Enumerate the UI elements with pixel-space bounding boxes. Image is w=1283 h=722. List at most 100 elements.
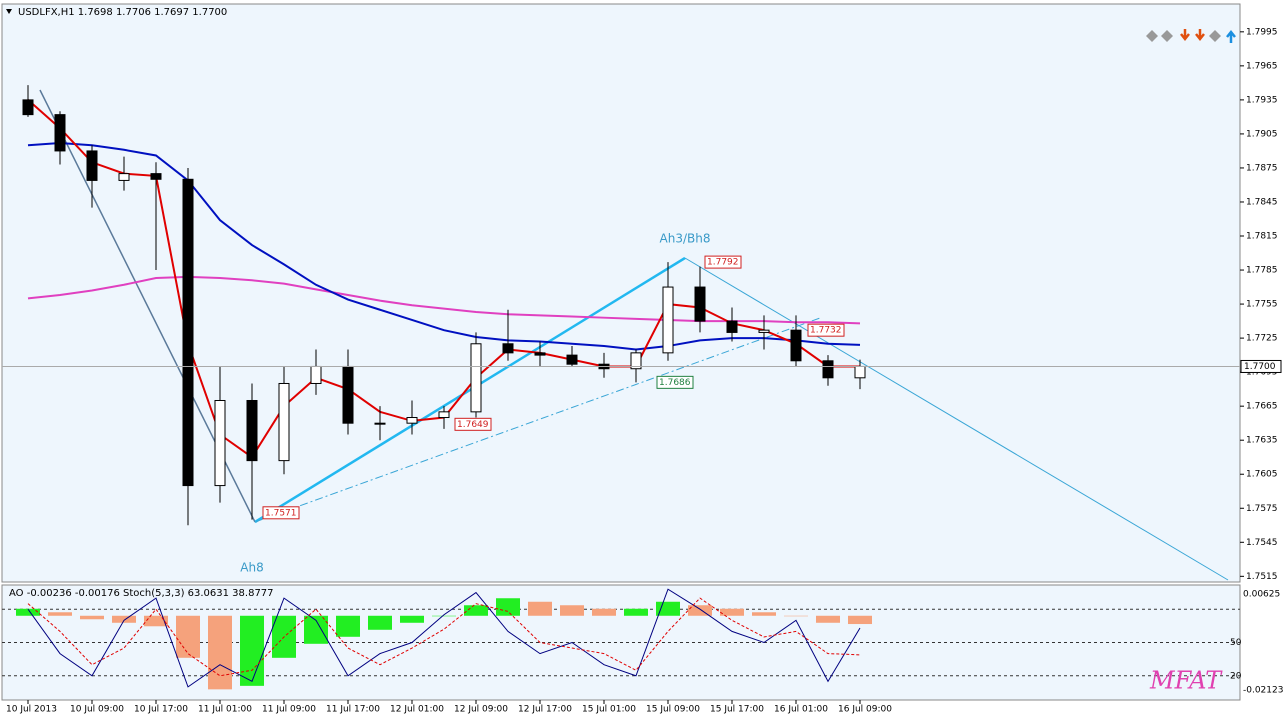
- y-tick-label: 1.7845: [1246, 197, 1278, 207]
- level-label: 1.7649: [457, 420, 489, 430]
- x-tick-label: 10 Jul 17:00: [134, 705, 188, 715]
- ao-bar: [592, 608, 616, 616]
- y-tick-label: 1.7965: [1246, 61, 1278, 71]
- moving-average: [27, 275, 861, 325]
- level-box: [704, 255, 742, 269]
- x-tick-label: 11 Jul 09:00: [262, 705, 316, 715]
- toolbar-icons: [1146, 29, 1236, 43]
- candle-body: [438, 411, 450, 419]
- x-tick-label: 11 Jul 17:00: [326, 705, 380, 715]
- candle-body: [662, 286, 674, 354]
- candle-body: [214, 399, 226, 487]
- y2-tick-label: 50: [1230, 638, 1242, 648]
- y-tick-label: 1.7665: [1246, 402, 1278, 412]
- plot: 1.7515 1.7545 1.7575 1.7605 1.7635 1.7665 1.76…: [2, 27, 1283, 715]
- moving-average: [27, 141, 861, 351]
- candle-body: [502, 343, 514, 354]
- x-tick-label: 12 Jul 09:00: [454, 705, 508, 715]
- icon: [1180, 29, 1190, 42]
- last-price-box: [1240, 359, 1282, 373]
- x-tick-label: 16 Jul 01:00: [774, 705, 828, 715]
- candle-body: [534, 352, 546, 356]
- level-box: [807, 323, 845, 337]
- y-tick-label: 1.7935: [1246, 95, 1278, 105]
- ao-bar: [848, 615, 872, 625]
- candle-body: [182, 178, 194, 487]
- level-label: 1.7571: [265, 508, 297, 518]
- candle-body: [150, 173, 162, 180]
- y-tick-label: 1.7515: [1246, 572, 1278, 582]
- y-tick-label: 1.7725: [1246, 334, 1278, 344]
- candle-body: [726, 320, 738, 333]
- y-tick-label: 1.7815: [1246, 232, 1278, 242]
- ao-bar: [560, 605, 584, 616]
- ao-bar: [112, 615, 136, 623]
- x-tick-label: 15 Jul 09:00: [646, 705, 700, 715]
- level-label: 1.7686: [659, 378, 691, 388]
- last-price-label: 1.7700: [1244, 362, 1276, 372]
- y2-tick-label: 20: [1230, 671, 1242, 681]
- y-tick-label: -0.02123: [1243, 686, 1283, 696]
- y-tick-label: 1.7605: [1246, 470, 1278, 480]
- chart-title: USDLFX,H1 1.7698 1.7706 1.7697 1.7700: [18, 7, 227, 18]
- ao-bar: [48, 612, 72, 616]
- pattern-label: Ah3/Bh8: [660, 232, 711, 246]
- projection-line: [684, 257, 1229, 581]
- candle-body: [854, 365, 866, 379]
- candle-body: [470, 343, 482, 413]
- candle-body: [566, 354, 578, 365]
- watermark: MFAT: [1149, 667, 1223, 695]
- candle-body: [310, 365, 322, 384]
- stoch-line: [27, 588, 861, 688]
- level-box: [454, 417, 492, 431]
- candle-body: [630, 352, 642, 370]
- x-tick-label: 11 Jul 01:00: [198, 705, 252, 715]
- ao-bar: [240, 615, 264, 686]
- ao-bar: [496, 598, 520, 616]
- ao-bar: [624, 608, 648, 616]
- ao-bar: [176, 615, 200, 658]
- icon: [1195, 29, 1205, 42]
- candle-body: [374, 422, 386, 425]
- y-tick-label: 1.7995: [1246, 27, 1278, 37]
- level-label: 1.7792: [707, 258, 739, 268]
- x-tick-label: 12 Jul 01:00: [390, 705, 444, 715]
- x-tick-label: 16 Jul 09:00: [838, 705, 892, 715]
- ao-bar: [816, 615, 840, 623]
- ao-bar: [80, 615, 104, 620]
- ao-bar: [400, 615, 424, 623]
- candle-body: [790, 329, 802, 362]
- candle-body: [694, 286, 706, 322]
- x-tick-label: 10 Jul 09:00: [70, 705, 124, 715]
- candle-body: [54, 114, 66, 152]
- ao-bar: [432, 615, 456, 617]
- candle-body: [342, 365, 354, 424]
- level-box: [262, 506, 300, 520]
- ao-bar: [16, 608, 40, 616]
- icon: [1209, 30, 1221, 42]
- candle-body: [22, 99, 34, 116]
- ao-bar: [656, 601, 680, 616]
- y-tick-label: 1.7905: [1246, 129, 1278, 139]
- pattern-label: Ah8: [240, 561, 263, 575]
- ao-bar: [144, 615, 168, 627]
- candle-body: [758, 329, 770, 333]
- indicator-title: AO -0.00236 -0.00176 Stoch(5,3,3) 63.063…: [9, 588, 274, 599]
- y-tick-label: 1.7575: [1246, 504, 1278, 514]
- ao-bar: [464, 605, 488, 616]
- candle-body: [822, 360, 834, 379]
- candle-body: [86, 150, 98, 181]
- candle-body: [118, 173, 130, 181]
- candle-body: [278, 382, 290, 462]
- y-tick-label: 1.7875: [1246, 163, 1278, 173]
- y-tick-label: 1.7785: [1246, 266, 1278, 276]
- stoch-line: [27, 597, 861, 677]
- icon: [1226, 29, 1236, 43]
- y-tick-label: 1.7635: [1246, 436, 1278, 446]
- ao-bar: [208, 615, 232, 690]
- x-tick-label: 15 Jul 01:00: [582, 705, 636, 715]
- ao-bar: [752, 612, 776, 616]
- icon: [1161, 30, 1173, 42]
